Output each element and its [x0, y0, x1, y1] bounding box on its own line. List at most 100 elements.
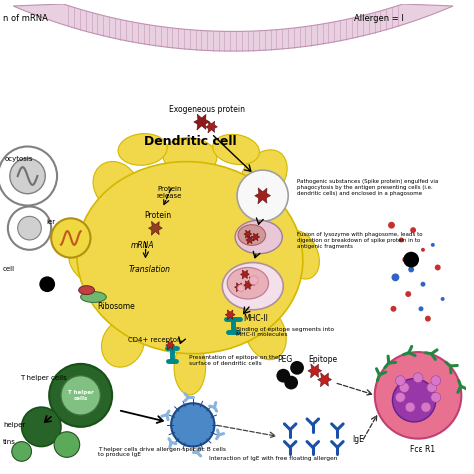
Circle shape — [284, 376, 298, 390]
Circle shape — [419, 306, 423, 311]
Circle shape — [395, 392, 405, 402]
Text: ocytosis: ocytosis — [5, 156, 34, 162]
Ellipse shape — [69, 243, 118, 286]
Text: Dendritic cell: Dendritic cell — [144, 135, 236, 148]
Ellipse shape — [118, 134, 167, 165]
Circle shape — [403, 252, 419, 267]
Circle shape — [61, 376, 100, 415]
Circle shape — [8, 207, 51, 250]
Text: Allergen = I: Allergen = I — [354, 14, 404, 23]
Circle shape — [276, 369, 290, 383]
Circle shape — [249, 276, 258, 285]
Text: Pathogenic substances (Spike protein) engulfed via
phagocytosis by the antigen p: Pathogenic substances (Spike protein) en… — [297, 179, 438, 196]
Text: Fusion of lysozyme with phagosome, leads to
digestion or breakdown of spike prot: Fusion of lysozyme with phagosome, leads… — [297, 232, 423, 249]
Text: Exogeneous protein: Exogeneous protein — [169, 105, 245, 114]
Circle shape — [413, 373, 423, 383]
Ellipse shape — [79, 286, 94, 294]
Circle shape — [237, 285, 245, 292]
Circle shape — [171, 403, 214, 447]
Polygon shape — [206, 121, 218, 133]
Circle shape — [399, 237, 404, 242]
Ellipse shape — [81, 292, 106, 302]
Circle shape — [391, 306, 396, 312]
Text: T helper cells drive allergen-specific B cells
to produce IgE: T helper cells drive allergen-specific B… — [99, 447, 227, 457]
Polygon shape — [235, 283, 244, 292]
Text: tins: tins — [3, 438, 16, 445]
Polygon shape — [246, 236, 254, 244]
Circle shape — [405, 291, 411, 297]
Text: Fcε R1: Fcε R1 — [410, 445, 436, 454]
Text: n of mRNA: n of mRNA — [3, 14, 48, 23]
Circle shape — [405, 402, 415, 412]
Text: CD4+ receptor: CD4+ receptor — [128, 337, 180, 343]
Text: T helper
cells: T helper cells — [68, 390, 93, 401]
Circle shape — [400, 383, 409, 392]
Circle shape — [388, 222, 395, 228]
Circle shape — [49, 364, 112, 427]
Circle shape — [421, 248, 425, 252]
Polygon shape — [244, 281, 252, 290]
Text: Presentation of epitope on the
surface of dendritic cells: Presentation of epitope on the surface o… — [189, 355, 279, 366]
Ellipse shape — [77, 162, 303, 354]
Text: Binding of epitope segments into
MHC-II molecules: Binding of epitope segments into MHC-II … — [236, 327, 334, 337]
Polygon shape — [240, 270, 249, 279]
Text: Protein: Protein — [144, 211, 171, 220]
Circle shape — [18, 216, 41, 240]
Polygon shape — [308, 364, 322, 378]
Circle shape — [39, 276, 55, 292]
Circle shape — [237, 170, 288, 221]
Text: helper: helper — [3, 422, 25, 428]
Ellipse shape — [101, 319, 145, 367]
Text: Ribosome: Ribosome — [97, 302, 135, 311]
Text: MHC-II: MHC-II — [243, 314, 268, 323]
Text: cell: cell — [3, 266, 15, 273]
Polygon shape — [13, 4, 453, 51]
Circle shape — [435, 264, 441, 271]
Circle shape — [421, 402, 431, 412]
Circle shape — [392, 379, 436, 422]
Polygon shape — [244, 230, 252, 238]
Text: Epitope: Epitope — [308, 356, 337, 365]
Polygon shape — [225, 310, 235, 320]
Ellipse shape — [235, 220, 283, 254]
Ellipse shape — [227, 267, 269, 299]
Circle shape — [395, 376, 405, 385]
Circle shape — [392, 273, 400, 281]
Circle shape — [0, 146, 57, 206]
Ellipse shape — [281, 230, 319, 279]
Circle shape — [408, 266, 414, 273]
Ellipse shape — [213, 134, 259, 164]
Text: IgE: IgE — [352, 435, 364, 444]
Text: ier: ier — [46, 219, 56, 225]
Circle shape — [441, 297, 445, 301]
Circle shape — [425, 316, 431, 321]
Circle shape — [431, 243, 435, 247]
Polygon shape — [194, 114, 210, 130]
Ellipse shape — [163, 137, 217, 175]
Circle shape — [12, 442, 31, 461]
Circle shape — [54, 432, 80, 457]
Circle shape — [431, 392, 441, 402]
Polygon shape — [255, 188, 271, 204]
Circle shape — [51, 219, 91, 258]
Ellipse shape — [240, 150, 287, 202]
Ellipse shape — [93, 162, 139, 210]
Polygon shape — [318, 373, 331, 387]
Text: Protein
release: Protein release — [156, 186, 182, 199]
Polygon shape — [247, 277, 256, 286]
Circle shape — [10, 158, 45, 194]
Circle shape — [375, 352, 461, 438]
Ellipse shape — [238, 225, 265, 246]
Text: Interaction of IgE with free floating allergen: Interaction of IgE with free floating al… — [209, 456, 337, 461]
Circle shape — [420, 282, 426, 287]
Circle shape — [22, 407, 61, 447]
Ellipse shape — [245, 307, 286, 360]
Circle shape — [402, 257, 408, 263]
Text: T helper cells: T helper cells — [20, 374, 66, 381]
Text: PEG: PEG — [278, 356, 293, 365]
Polygon shape — [166, 341, 174, 350]
Ellipse shape — [174, 341, 206, 395]
Ellipse shape — [222, 263, 283, 310]
Polygon shape — [252, 233, 260, 241]
Circle shape — [410, 227, 416, 233]
